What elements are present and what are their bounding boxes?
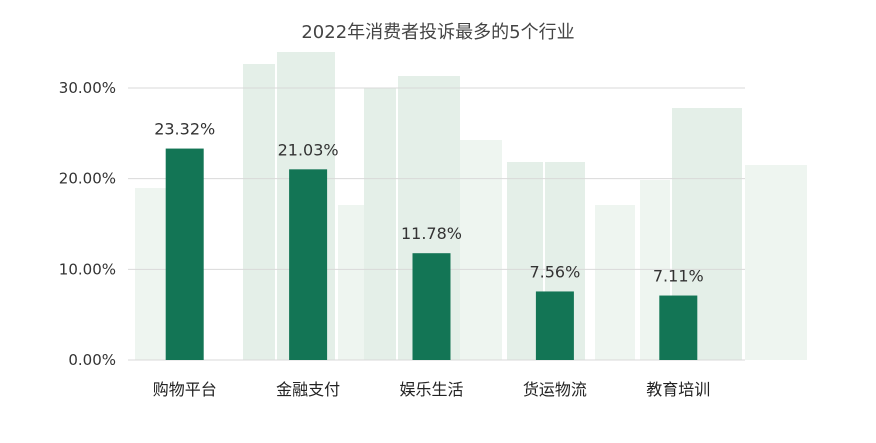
data-label: 11.78%	[401, 224, 462, 243]
x-tick-label: 娱乐生活	[399, 380, 463, 399]
y-tick-label: 10.00%	[59, 260, 116, 278]
skyline-background	[135, 52, 807, 360]
x-tick-label: 教育培训	[646, 380, 710, 399]
data-label: 7.11%	[653, 267, 704, 286]
data-label: 21.03%	[278, 140, 339, 159]
chart-title: 2022年消费者投诉最多的5个行业	[301, 22, 574, 43]
data-labels: 23.32% 21.03% 11.78% 7.56% 7.11%	[154, 120, 704, 286]
y-tick-label: 0.00%	[68, 351, 116, 369]
bar	[165, 148, 204, 360]
bars	[165, 148, 698, 360]
bar	[659, 295, 698, 360]
data-label: 23.32%	[154, 120, 215, 139]
x-tick-label: 货运物流	[523, 380, 587, 399]
y-tick-label: 30.00%	[59, 79, 116, 97]
x-tick-label: 购物平台	[153, 380, 217, 399]
y-tick-label: 20.00%	[59, 170, 116, 188]
bar	[412, 253, 451, 360]
bar	[289, 169, 328, 360]
x-axis-ticks: 购物平台 金融支付 娱乐生活 货运物流 教育培训	[153, 380, 711, 399]
y-axis-ticks: 0.00% 10.00% 20.00% 30.00%	[59, 79, 116, 369]
x-tick-label: 金融支付	[276, 380, 340, 399]
bar	[535, 291, 574, 360]
data-label: 7.56%	[529, 262, 580, 281]
